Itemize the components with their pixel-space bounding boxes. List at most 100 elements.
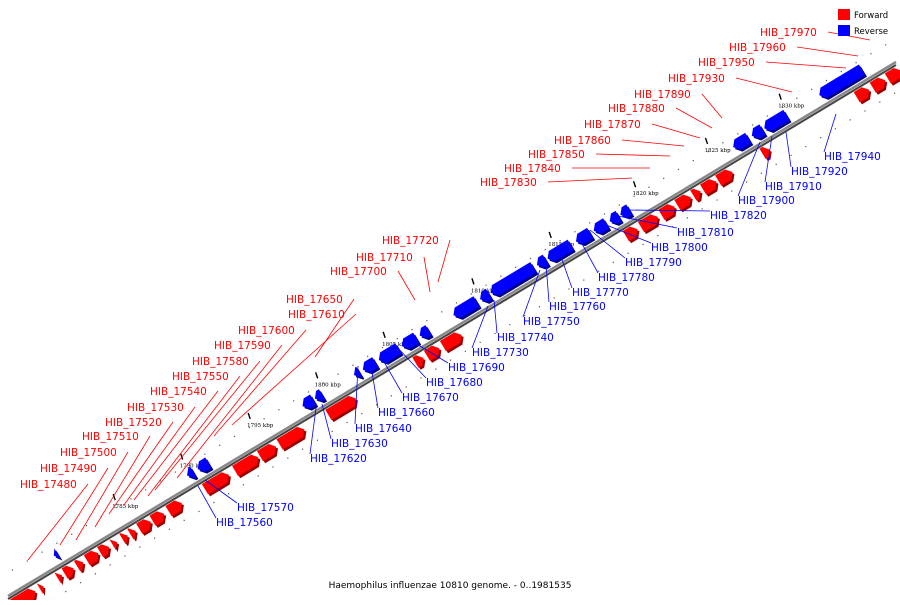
axis-tick-label: 1830 kbp xyxy=(778,104,805,110)
legend-reverse-label: Reverse xyxy=(854,27,888,37)
axis-line xyxy=(8,62,896,596)
forward-leader-line xyxy=(438,240,450,282)
grid-dot xyxy=(515,267,516,268)
grid-dot xyxy=(530,258,531,259)
forward-leader-line xyxy=(622,140,684,146)
grid-dot xyxy=(731,190,732,191)
reverse-leader-line xyxy=(824,114,836,152)
grid-dot xyxy=(426,320,427,321)
forward-gene-label: HIB_17960 xyxy=(729,42,786,54)
forward-gene[interactable] xyxy=(760,147,770,159)
grid-dot xyxy=(835,128,836,129)
forward-leader-line xyxy=(702,94,722,118)
grid-dot xyxy=(219,445,220,446)
forward-gene-label: HIB_17950 xyxy=(698,57,755,69)
grid-dot xyxy=(456,302,457,303)
grid-dot xyxy=(485,285,486,286)
grid-dot xyxy=(287,457,288,458)
grid-dot xyxy=(435,368,436,369)
axis-tick-label: 1820 kbp xyxy=(633,191,660,197)
forward-gene[interactable] xyxy=(54,573,62,583)
grid-dot xyxy=(826,80,827,81)
forward-leader-line xyxy=(548,178,632,182)
reverse-gene-label: HIB_17780 xyxy=(598,272,655,284)
grid-dot xyxy=(752,124,753,125)
grid-dot xyxy=(406,386,407,387)
gene-blocks xyxy=(10,65,900,600)
grid-dot xyxy=(175,471,176,472)
grid-dot xyxy=(855,62,856,63)
grid-dot xyxy=(568,288,569,289)
grid-dot xyxy=(746,182,747,183)
grid-dot xyxy=(86,525,87,526)
grid-dot xyxy=(500,276,501,277)
reverse-gene-label: HIB_17920 xyxy=(791,166,848,178)
grid-dot xyxy=(790,155,791,156)
genome-axis xyxy=(8,62,896,599)
grid-dot xyxy=(65,591,66,592)
grid-dot xyxy=(663,178,664,179)
grid-dot xyxy=(420,377,421,378)
grid-dot xyxy=(722,142,723,143)
grid-dot xyxy=(139,546,140,547)
axis-tick xyxy=(316,372,318,378)
grid-dot xyxy=(589,222,590,223)
grid-dot xyxy=(805,146,806,147)
grid-dot xyxy=(716,199,717,200)
reverse-gene-label: HIB_17570 xyxy=(237,502,294,514)
grid-dot xyxy=(346,422,347,423)
grid-dot xyxy=(539,306,540,307)
grid-dot xyxy=(687,217,688,218)
grid-dot xyxy=(776,164,777,165)
forward-leader-line xyxy=(676,108,712,128)
grid-dot xyxy=(885,44,886,45)
forward-leader-line xyxy=(736,78,792,92)
reverse-gene-label: HIB_17750 xyxy=(523,316,580,328)
grid-dot xyxy=(41,552,42,553)
forward-gene-label: HIB_17490 xyxy=(40,463,97,475)
reverse-gene-label: HIB_17810 xyxy=(677,227,734,239)
forward-gene-label: HIB_17720 xyxy=(382,235,439,247)
grid-dot xyxy=(554,297,555,298)
reverse-gene-label: HIB_17690 xyxy=(448,362,505,374)
grid-dot xyxy=(361,413,362,414)
forward-gene[interactable] xyxy=(110,540,118,550)
reverse-leader-line xyxy=(628,210,710,211)
forward-gene-label: HIB_17840 xyxy=(504,163,561,175)
grid-dot xyxy=(737,133,738,134)
grid-dot xyxy=(397,338,398,339)
forward-gene-label: HIB_17580 xyxy=(192,356,249,368)
grid-dot xyxy=(613,262,614,263)
grid-dot xyxy=(124,555,125,556)
grid-dot xyxy=(154,538,155,539)
grid-dot xyxy=(110,564,111,565)
reverse-gene[interactable] xyxy=(54,548,61,558)
forward-gene[interactable] xyxy=(74,560,83,571)
forward-gene-label: HIB_17520 xyxy=(105,417,162,429)
forward-gene-label: HIB_17860 xyxy=(554,135,611,147)
grid-dot xyxy=(184,520,185,521)
grid-dot xyxy=(169,529,170,530)
forward-gene-label: HIB_17550 xyxy=(172,371,229,383)
axis-tick-label: 1825 kbp xyxy=(704,148,731,154)
grid-dot xyxy=(604,213,605,214)
grid-dot xyxy=(145,489,146,490)
reverse-gene-label: HIB_17670 xyxy=(402,392,459,404)
forward-gene-label: HIB_17500 xyxy=(60,447,117,459)
legend-forward-label: Forward xyxy=(854,11,888,21)
forward-leader-line xyxy=(596,154,670,156)
forward-gene[interactable] xyxy=(119,533,127,544)
reverse-gene[interactable] xyxy=(315,389,325,401)
grid-dot xyxy=(494,333,495,334)
grid-dot xyxy=(278,409,279,410)
reverse-gene-label: HIB_17820 xyxy=(710,210,767,222)
grid-dot xyxy=(545,249,546,250)
reverse-gene-label: HIB_17740 xyxy=(497,332,554,344)
grid-dot xyxy=(465,351,466,352)
forward-gene-label: HIB_17830 xyxy=(480,177,537,189)
forward-gene[interactable] xyxy=(37,583,44,593)
forward-leader-line xyxy=(652,124,700,138)
